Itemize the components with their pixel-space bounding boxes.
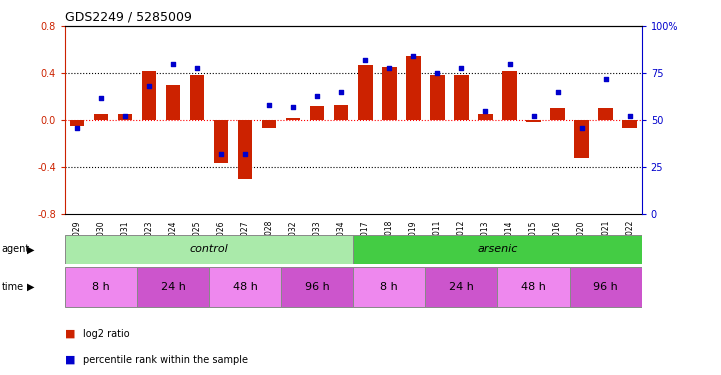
Text: 24 h: 24 h — [449, 282, 474, 292]
Text: percentile rank within the sample: percentile rank within the sample — [83, 355, 248, 365]
Text: log2 ratio: log2 ratio — [83, 329, 130, 339]
Bar — [209, 267, 281, 307]
Point — [432, 70, 443, 76]
Text: 8 h: 8 h — [381, 282, 398, 292]
Point — [360, 57, 371, 63]
Bar — [550, 108, 565, 120]
Bar — [65, 267, 137, 307]
Point — [95, 94, 107, 100]
Point — [384, 64, 395, 70]
Text: 24 h: 24 h — [161, 282, 185, 292]
Point — [504, 61, 516, 67]
Bar — [478, 114, 492, 120]
Text: ■: ■ — [65, 329, 76, 339]
Point — [335, 89, 347, 95]
Point — [191, 64, 203, 70]
Point — [600, 76, 611, 82]
Bar — [214, 120, 229, 164]
Bar — [334, 105, 348, 120]
Bar — [118, 114, 132, 120]
Point — [263, 102, 275, 108]
Bar — [238, 120, 252, 178]
Bar — [142, 71, 156, 120]
Point — [407, 53, 419, 59]
Text: ▶: ▶ — [27, 282, 35, 292]
Bar — [503, 71, 517, 120]
Text: 96 h: 96 h — [593, 282, 618, 292]
Point — [311, 93, 323, 99]
Text: agent: agent — [1, 244, 30, 254]
Bar — [94, 114, 108, 120]
Point — [119, 113, 131, 119]
Bar — [281, 267, 353, 307]
Point — [479, 108, 491, 114]
Bar — [353, 235, 642, 264]
Point — [288, 104, 299, 110]
Bar — [353, 267, 425, 307]
Bar — [382, 67, 397, 120]
Bar — [425, 267, 497, 307]
Text: ▶: ▶ — [27, 244, 35, 254]
Bar — [430, 75, 445, 120]
Bar — [358, 65, 373, 120]
Point — [456, 64, 467, 70]
Text: control: control — [190, 244, 229, 254]
Bar — [526, 120, 541, 122]
Bar — [622, 120, 637, 128]
Bar — [454, 75, 469, 120]
Text: GDS2249 / 5285009: GDS2249 / 5285009 — [65, 11, 192, 24]
Bar — [497, 267, 570, 307]
Bar — [286, 118, 301, 120]
Point — [239, 151, 251, 157]
Bar — [598, 108, 613, 120]
Text: ■: ■ — [65, 355, 76, 365]
Bar — [137, 267, 209, 307]
Text: time: time — [1, 282, 24, 292]
Point — [624, 113, 635, 119]
Text: arsenic: arsenic — [477, 244, 518, 254]
Text: 96 h: 96 h — [305, 282, 329, 292]
Point — [71, 124, 83, 130]
Bar — [190, 75, 204, 120]
Text: 48 h: 48 h — [521, 282, 546, 292]
Bar — [166, 85, 180, 120]
Bar — [406, 56, 420, 120]
Bar — [570, 267, 642, 307]
Point — [167, 61, 179, 67]
Point — [216, 151, 227, 157]
Bar — [310, 106, 324, 120]
Bar — [70, 120, 84, 126]
Bar — [65, 235, 353, 264]
Point — [143, 83, 155, 89]
Text: 8 h: 8 h — [92, 282, 110, 292]
Bar — [575, 120, 589, 158]
Text: 48 h: 48 h — [233, 282, 257, 292]
Bar — [262, 120, 276, 128]
Point — [528, 113, 539, 119]
Point — [576, 124, 588, 130]
Point — [552, 89, 563, 95]
